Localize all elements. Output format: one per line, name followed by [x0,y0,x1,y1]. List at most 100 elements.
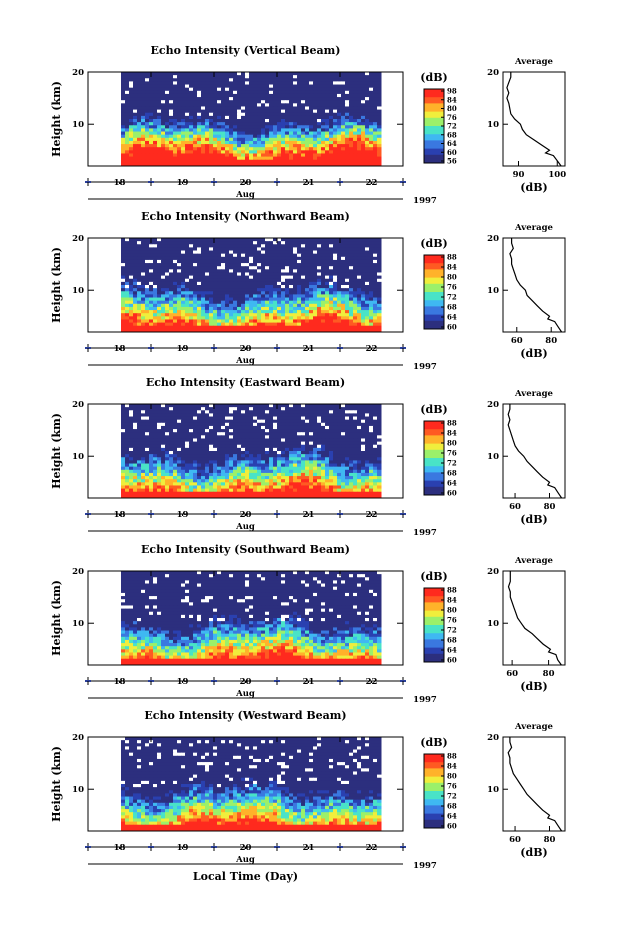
heatmap-cell [373,410,378,414]
colorbar-tick-label: 76 [447,283,457,292]
heatmap-cell [261,128,266,133]
heatmap-cell [165,422,170,427]
heatmap-cell [357,297,362,302]
heatmap-cell [225,156,230,161]
heatmap-cell [281,137,286,142]
heatmap-cell [221,325,226,330]
heatmap-cell [157,93,162,98]
heatmap-cell [273,297,278,302]
heatmap-cell [321,278,326,283]
heatmap-cell [121,122,126,126]
heatmap-cell [277,297,282,302]
heatmap-cell [281,112,286,117]
heatmap-cell [173,90,178,95]
heatmap-cell [249,416,254,421]
heatmap-cell [245,322,250,327]
heatmap-cell [305,140,310,145]
heatmap-cell [301,137,306,142]
heatmap-cell [153,156,158,161]
colorbar-swatch [424,105,444,108]
heatmap-cell [221,266,226,270]
heatmap-cell [325,140,330,145]
heatmap-cell [357,310,362,314]
heatmap-cell [349,253,354,258]
heatmap-cell [333,253,338,258]
heatmap-cell [225,328,230,333]
heatmap-cell [361,404,366,408]
heatmap-cell [173,278,178,283]
heatmap-cell [377,259,382,264]
heatmap-cell [189,259,194,264]
heatmap-cell [325,247,330,252]
heatmap-cell [321,109,326,114]
heatmap-cell [269,247,274,252]
heatmap-cell [193,256,198,261]
heatmap-cell [177,263,182,267]
heatmap-cell [229,325,234,330]
heatmap-cell [313,319,318,324]
heatmap-cell [141,97,146,101]
heatmap-cell [193,97,198,101]
heatmap-cell [289,263,294,267]
heatmap-cell [369,310,374,314]
heatmap-cell [189,81,194,86]
heatmap-cell [329,291,334,295]
heatmap-cell [261,441,266,446]
heatmap-cell [201,256,206,261]
heatmap-cell [377,435,382,439]
heatmap-cell [121,147,126,151]
heatmap-cell [209,147,214,151]
heatmap-cell [153,297,158,302]
heatmap-cell [353,322,358,327]
heatmap-cell [273,109,278,114]
heatmap-cell [289,429,294,433]
heatmap-cell [309,128,314,133]
heatmap-cell [237,285,242,289]
colorbar-swatch [424,144,444,147]
heatmap-cell [285,100,290,104]
heatmap-cell [177,253,182,258]
heatmap-cell [329,422,334,427]
date-tick-label: 21 [303,344,315,354]
heatmap-cell [181,147,186,151]
heatmap-cell [313,275,318,280]
heatmap-cell [321,100,326,104]
heatmap-cell [329,128,334,133]
heatmap-cell [169,147,174,151]
heatmap-cell [185,156,190,161]
heatmap-cell [297,112,302,117]
plot-frame [87,237,404,333]
heatmap-cell [229,144,234,148]
heatmap-cell [261,81,266,86]
heatmap-cell [165,144,170,148]
heatmap-cell [253,162,258,167]
heatmap-cell [353,272,358,277]
heatmap-cell [361,250,366,255]
heatmap-cell [345,325,350,330]
heatmap-cell [297,75,302,79]
heatmap-cell [141,300,146,305]
heatmap-cell [321,416,326,421]
heatmap-cell [241,303,246,308]
heatmap-cell [365,288,370,292]
heatmap-cell [281,407,286,411]
heatmap-cell [317,291,322,295]
heatmap-cell [361,328,366,333]
heatmap-cell [309,281,314,286]
heatmap-cell [125,87,130,92]
heatmap-cell [245,266,250,270]
heatmap-cell [301,241,306,245]
heatmap-cell [353,419,358,424]
heatmap-cell [357,119,362,123]
heatmap-cell [129,84,134,89]
heatmap-cell [269,416,274,421]
heatmap-cell [249,413,254,418]
heatmap-cell [129,435,134,439]
heatmap-cell [125,147,130,151]
heatmap-cell [273,153,278,158]
heatmap-cell [305,269,310,273]
heatmap-cell [185,75,190,79]
heatmap-cell [293,419,298,424]
heatmap-cell [165,438,170,443]
heatmap-cell [313,93,318,98]
